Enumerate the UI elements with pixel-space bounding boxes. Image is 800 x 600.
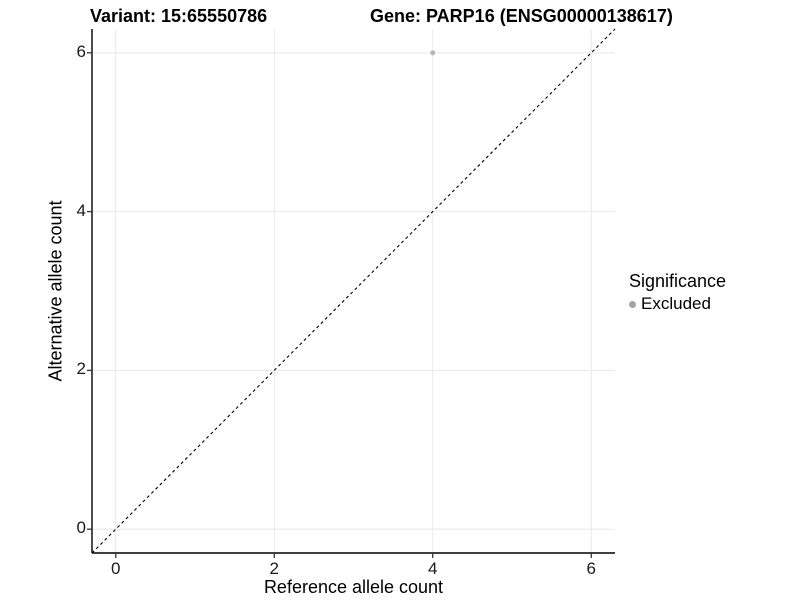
plot-title-variant: Variant: 15:65550786 xyxy=(90,6,268,26)
plot-canvas xyxy=(87,28,616,558)
y-tick-label: 2 xyxy=(76,359,86,379)
identity-reference-line xyxy=(91,28,616,554)
y-tick-label: 6 xyxy=(76,41,86,61)
legend-point-icon xyxy=(629,300,636,308)
legend: Significance Excluded xyxy=(629,271,726,314)
legend-label: Excluded xyxy=(641,294,711,313)
legend-items: Excluded xyxy=(629,294,726,314)
y-tick-label: 0 xyxy=(76,518,86,538)
legend-item-excluded: Excluded xyxy=(629,294,726,314)
x-tick-label: 6 xyxy=(586,559,596,578)
y-axis-title: Alternative allele count xyxy=(45,200,66,382)
x-tick-label: 0 xyxy=(111,559,121,578)
y-tick-label: 4 xyxy=(76,200,86,220)
plot-title-gene: Gene: PARP16 (ENSG00000138617) xyxy=(370,6,673,26)
legend-title: Significance xyxy=(629,271,727,291)
x-tick-label: 2 xyxy=(269,559,279,578)
x-axis-title: Reference allele count xyxy=(263,577,444,597)
x-tick-label: 4 xyxy=(428,559,438,578)
data-point-excluded xyxy=(430,50,436,56)
plot-panel xyxy=(87,28,616,558)
